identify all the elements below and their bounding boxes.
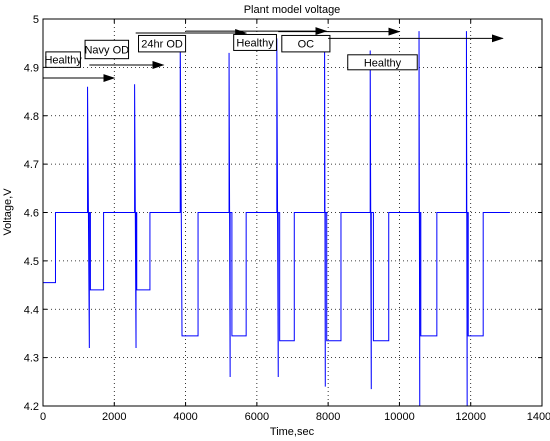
x-tick-label: 8000 (316, 411, 340, 423)
x-tick-label: 4000 (173, 411, 197, 423)
annotation-label: Healthy (44, 55, 82, 67)
y-tick-label: 4.8 (24, 111, 39, 123)
x-tick-label: 0 (40, 411, 46, 423)
annotation-label: Navy OD (84, 44, 129, 56)
x-tick-label: 6000 (245, 411, 269, 423)
series-group (43, 31, 510, 407)
y-tick-label: 4.5 (24, 256, 39, 268)
x-tick-label: 10000 (384, 411, 415, 423)
x-tick-label: 2000 (102, 411, 126, 423)
chart-title: Plant model voltage (244, 4, 341, 16)
annotation-label: Healthy (236, 37, 274, 49)
y-axis-label: Voltage,V (2, 188, 14, 236)
annotation-label: 24hr OD (141, 39, 183, 51)
annotation-label: Healthy (364, 57, 402, 69)
y-tick-label: 4.9 (24, 62, 39, 74)
annotation-box (84, 39, 130, 60)
axis-ticks: 0 2000 4000 6000 8000 10000 12000 14000 4.2 4.3 4.… (24, 14, 550, 423)
y-tick-label: 4.4 (24, 304, 39, 316)
y-tick-label: 4.6 (24, 208, 39, 220)
y-tick-label: 5 (33, 14, 39, 26)
x-tick-label: 14000 (527, 411, 550, 423)
y-tick-label: 4.2 (24, 401, 39, 413)
annotation-box (233, 33, 277, 51)
annotation-label: OC (298, 39, 315, 51)
annotation-box (281, 34, 331, 53)
y-tick-label: 4.7 (24, 159, 39, 171)
x-tick-label: 12000 (455, 411, 486, 423)
x-axis-label: Time,sec (270, 426, 315, 438)
annotation-box (45, 51, 81, 68)
annotation-box (138, 34, 187, 53)
series-line (43, 31, 510, 407)
y-tick-label: 4.3 (24, 353, 39, 365)
annotation-box (347, 54, 418, 71)
grid-lines (43, 19, 542, 406)
